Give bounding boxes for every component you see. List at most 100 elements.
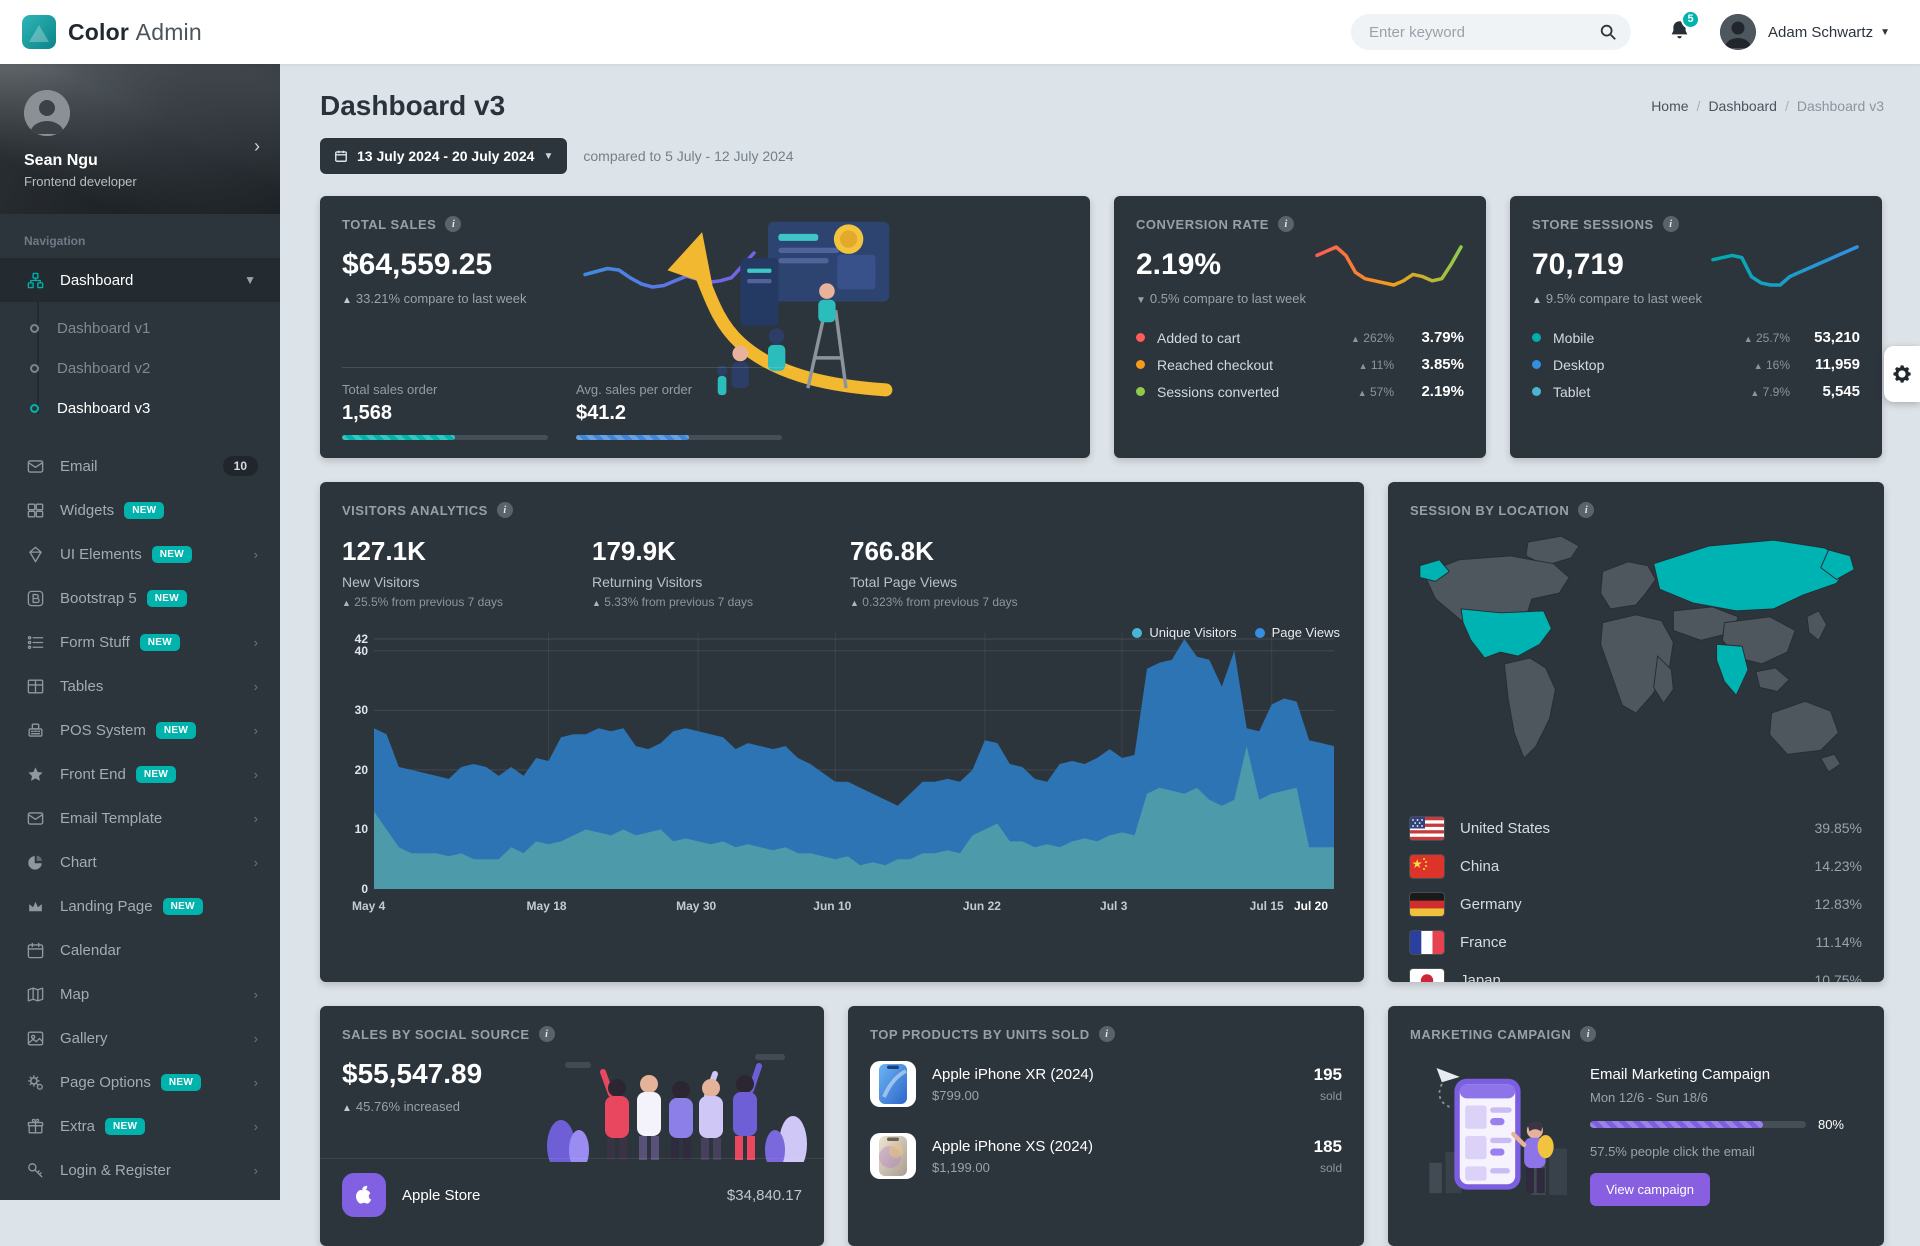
search-input[interactable] [1369, 24, 1599, 41]
profile-expand-icon[interactable]: › [254, 136, 260, 157]
info-icon[interactable]: i [497, 502, 513, 518]
breadcrumb-home[interactable]: Home [1651, 98, 1688, 114]
submenu-item[interactable]: Dashboard v3 [0, 388, 280, 428]
card-title: SALES BY SOCIAL SOURCE [342, 1027, 530, 1042]
gear-icon [1891, 363, 1913, 385]
product-name: Apple iPhone XR (2024) [932, 1066, 1314, 1083]
arrow-up-icon: ▲ [592, 598, 601, 608]
country-row: Japan 10.75% [1410, 961, 1862, 982]
legend-dot-icon [1132, 628, 1142, 638]
info-icon[interactable]: i [539, 1026, 555, 1042]
campaign-note: 57.5% people click the email [1590, 1144, 1844, 1159]
sidebar-item[interactable]: Extra NEW › [0, 1104, 280, 1148]
metric-change: ▲ 57% [1328, 385, 1394, 399]
user-avatar[interactable] [1720, 14, 1756, 50]
chevron-right-icon: › [254, 635, 258, 650]
metric-row: Mobile ▲ 25.7% 53,210 [1532, 324, 1860, 351]
card-title: MARKETING CAMPAIGN [1410, 1027, 1571, 1042]
breadcrumb-dashboard[interactable]: Dashboard [1708, 98, 1777, 114]
notifications-button[interactable]: 5 [1669, 19, 1690, 46]
sidebar-item[interactable]: Widgets NEW [0, 488, 280, 532]
submenu-item-label: Dashboard v3 [57, 400, 150, 417]
sidebar-item-icon [24, 455, 46, 477]
arrow-up-icon: ▲ [342, 1103, 352, 1114]
info-icon[interactable]: i [1578, 502, 1594, 518]
sidebar-item[interactable]: Map › [0, 972, 280, 1016]
metric-row: Added to cart ▲ 262% 3.79% [1136, 324, 1464, 351]
card-title: STORE SESSIONS [1532, 217, 1654, 232]
submenu-item[interactable]: Dashboard v1 [0, 308, 280, 348]
sidebar-item[interactable]: UI Elements NEW › [0, 532, 280, 576]
country-row: Germany 12.83% [1410, 885, 1862, 923]
sidebar-item[interactable]: POS System NEW › [0, 708, 280, 752]
submenu-dot-icon [30, 364, 39, 373]
user-menu-caret-icon[interactable]: ▼ [1880, 27, 1890, 38]
info-icon[interactable]: i [1580, 1026, 1596, 1042]
legend-item[interactable]: Page Views [1255, 625, 1340, 640]
sidebar-item[interactable]: Email 10 [0, 444, 280, 488]
legend-item[interactable]: Unique Visitors [1132, 625, 1236, 640]
card-title: VISITORS ANALYTICS [342, 503, 488, 518]
country-percent: 39.85% [1815, 820, 1862, 836]
search-box[interactable] [1351, 14, 1631, 50]
sidebar-item[interactable]: Calendar [0, 928, 280, 972]
marketing-illustration [1424, 1052, 1576, 1202]
sidebar-item[interactable]: Front End NEW › [0, 752, 280, 796]
visitor-stat: 766.8K Total Page Views ▲ 0.323% from pr… [850, 536, 1342, 609]
product-row: Apple iPhone XS (2024) $1,199.00 185 sol… [848, 1120, 1364, 1192]
sidebar-item[interactable]: Form Stuff NEW › [0, 620, 280, 664]
search-icon[interactable] [1599, 23, 1617, 41]
theme-settings-button[interactable] [1884, 346, 1920, 402]
y-axis-tick: 20 [342, 763, 368, 777]
campaign-progress-fill [1590, 1121, 1763, 1128]
arrow-up-icon: ▲ [1358, 388, 1367, 398]
submenu-dot-icon [30, 404, 39, 413]
arrow-up-icon: ▲ [342, 295, 352, 306]
count-badge: 10 [223, 456, 258, 476]
compare-period-text: compared to 5 July - 12 July 2024 [583, 148, 793, 164]
sidebar-item[interactable]: Version NEW › [0, 1192, 280, 1200]
user-name[interactable]: Adam Schwartz [1768, 24, 1873, 41]
chart-legend: Unique Visitors Page Views [1132, 625, 1340, 640]
sidebar-profile[interactable]: Sean Ngu Frontend developer › [0, 64, 280, 214]
sidebar-item[interactable]: Landing Page NEW [0, 884, 280, 928]
country-row: France 11.14% [1410, 923, 1862, 961]
product-qty-unit: sold [1314, 1089, 1342, 1103]
submenu-item-label: Dashboard v1 [57, 320, 150, 337]
sidebar-item[interactable]: Tables › [0, 664, 280, 708]
card-title: TOTAL SALES [342, 217, 436, 232]
arrow-up-icon: ▲ [1744, 334, 1753, 344]
sidebar-item-label: POS System [60, 722, 146, 739]
info-icon[interactable]: i [1099, 1026, 1115, 1042]
sidebar-item-label: Extra [60, 1118, 95, 1135]
country-name: United States [1460, 820, 1815, 837]
country-percent: 14.23% [1815, 858, 1862, 874]
product-name: Apple iPhone XS (2024) [932, 1138, 1314, 1155]
sidebar-item[interactable]: Gallery › [0, 1016, 280, 1060]
info-icon[interactable]: i [1663, 216, 1679, 232]
submenu-item[interactable]: Dashboard v2 [0, 348, 280, 388]
sidebar-item[interactable]: Login & Register › [0, 1148, 280, 1192]
sidebar-item[interactable]: Bootstrap 5 NEW [0, 576, 280, 620]
sidebar-item[interactable]: Chart › [0, 840, 280, 884]
sidebar-item-icon [24, 851, 46, 873]
arrow-up-icon: ▲ [1532, 295, 1542, 306]
stat-label: Total sales order [342, 382, 548, 397]
chevron-right-icon: › [254, 1075, 258, 1090]
metric-change: ▲ 25.7% [1724, 331, 1790, 345]
info-icon[interactable]: i [1278, 216, 1294, 232]
view-campaign-button[interactable]: View campaign [1590, 1173, 1710, 1206]
sidebar-item-icon [24, 895, 46, 917]
sidebar-item-dashboard[interactable]: Dashboard ▼ [0, 258, 280, 302]
sidebar-item-label: UI Elements [60, 546, 142, 563]
sidebar-item[interactable]: Page Options NEW › [0, 1060, 280, 1104]
product-qty-unit: sold [1314, 1161, 1342, 1175]
info-icon[interactable]: i [445, 216, 461, 232]
date-range-button[interactable]: 13 July 2024 - 20 July 2024 ▼ [320, 138, 567, 174]
sidebar-item[interactable]: Email Template › [0, 796, 280, 840]
avg-sales-stat: Avg. sales per order $41.2 [576, 382, 782, 440]
x-axis-tick: May 18 [527, 899, 567, 913]
new-badge: NEW [156, 722, 196, 739]
